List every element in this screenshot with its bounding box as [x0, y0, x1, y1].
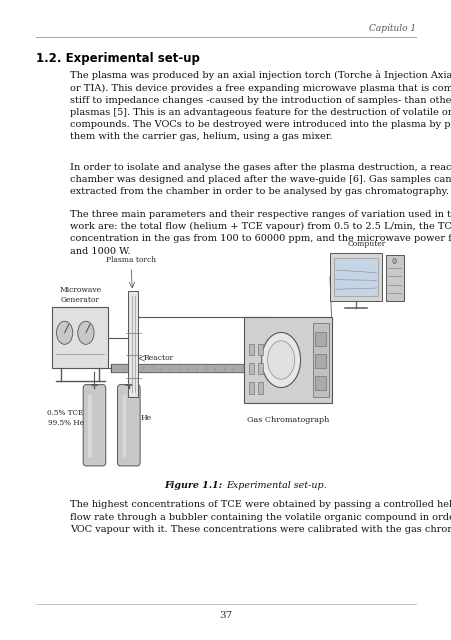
Text: Computer: Computer	[347, 239, 385, 248]
Text: Microwave
Generator: Microwave Generator	[59, 286, 101, 304]
FancyBboxPatch shape	[257, 344, 262, 355]
FancyBboxPatch shape	[248, 344, 253, 355]
Circle shape	[78, 321, 94, 344]
Text: Reactor: Reactor	[143, 355, 174, 362]
FancyBboxPatch shape	[314, 332, 325, 346]
FancyBboxPatch shape	[257, 363, 262, 374]
Circle shape	[261, 333, 300, 387]
FancyBboxPatch shape	[244, 317, 331, 403]
FancyBboxPatch shape	[385, 255, 403, 301]
FancyBboxPatch shape	[52, 307, 108, 368]
FancyBboxPatch shape	[248, 363, 253, 374]
Text: Plasma torch: Plasma torch	[106, 256, 156, 264]
FancyBboxPatch shape	[314, 354, 325, 368]
Text: The three main parameters and their respective ranges of variation used in this
: The three main parameters and their resp…	[70, 210, 451, 255]
Circle shape	[56, 321, 73, 344]
Text: Experimental set-up.: Experimental set-up.	[226, 481, 326, 490]
FancyBboxPatch shape	[314, 376, 325, 390]
Text: 1.2. Experimental set-up: 1.2. Experimental set-up	[36, 52, 200, 65]
Text: The plasma was produced by an axial injection torch (Torche à Injection Axiale
o: The plasma was produced by an axial inje…	[70, 70, 451, 141]
FancyBboxPatch shape	[333, 258, 377, 296]
Text: He: He	[141, 414, 152, 422]
Text: The highest concentrations of TCE were obtained by passing a controlled helium
f: The highest concentrations of TCE were o…	[70, 500, 451, 534]
Text: 37: 37	[219, 611, 232, 620]
Text: Capítulo 1: Capítulo 1	[368, 24, 415, 33]
FancyBboxPatch shape	[83, 385, 106, 466]
FancyBboxPatch shape	[329, 253, 381, 301]
FancyBboxPatch shape	[257, 382, 262, 394]
Text: 0.5% TCE
99.5% He: 0.5% TCE 99.5% He	[47, 409, 83, 427]
Text: Gas Chromatograph: Gas Chromatograph	[246, 416, 329, 424]
Text: In order to isolate and analyse the gases after the plasma destruction, a reacti: In order to isolate and analyse the gase…	[70, 163, 451, 196]
Text: Figure 1.1:: Figure 1.1:	[164, 481, 226, 490]
FancyBboxPatch shape	[312, 323, 328, 397]
FancyBboxPatch shape	[128, 291, 138, 397]
Circle shape	[392, 259, 396, 264]
FancyBboxPatch shape	[117, 385, 140, 466]
FancyBboxPatch shape	[248, 382, 253, 394]
Circle shape	[267, 340, 294, 380]
